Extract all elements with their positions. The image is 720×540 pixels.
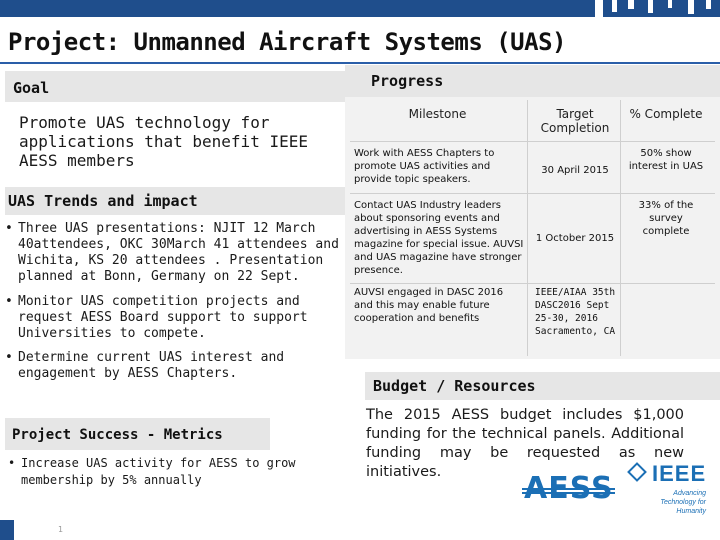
budget-heading: Budget / Resources — [373, 377, 536, 395]
trends-header-band: UAS Trends and impact — [5, 187, 345, 215]
target-cell: IEEE/AIAA 35th DASC2016 Sept 25-30, 2016… — [535, 287, 616, 337]
column-header-milestone: Milestone — [408, 107, 467, 121]
budget-header-band: Budget / Resources — [365, 372, 720, 400]
metrics-heading: Project Success - Metrics — [12, 427, 223, 443]
trend-bullet-text: Determine current UAS interest and engag… — [18, 350, 285, 381]
slide-number: 1 — [58, 525, 64, 534]
row-divider — [350, 283, 715, 284]
metrics-bullet: • Increase UAS activity for AESS to grow… — [8, 455, 308, 491]
trend-bullet: • Determine current UAS interest and eng… — [5, 350, 350, 386]
goal-text: Promote UAS technology for applications … — [19, 113, 308, 170]
percent-cell: 50% show interest in UAS — [628, 148, 704, 172]
metrics-header-band: Project Success - Metrics — [5, 418, 270, 450]
progress-heading: Progress — [371, 72, 444, 90]
column-divider — [527, 100, 528, 356]
trend-bullet: • Monitor UAS competition projects and r… — [5, 294, 350, 344]
target-cell: 30 April 2015 — [541, 165, 609, 176]
milestone-cell: Contact UAS Industry leaders about spons… — [354, 200, 524, 276]
corner-decoration — [0, 520, 14, 540]
metrics-bullet-text: Increase UAS activity for AESS to grow m… — [21, 456, 296, 487]
trends-heading: UAS Trends and impact — [8, 192, 198, 210]
row-divider — [350, 193, 715, 194]
column-header-target: Target Completion — [540, 107, 610, 135]
goal-heading: Goal — [13, 79, 50, 97]
ieee-tagline: Advancing Technology for Humanity — [660, 490, 706, 515]
logo-area: AESS IEEE Advancing Technology for Human… — [520, 461, 720, 517]
column-header-percent: % Complete — [629, 107, 703, 121]
trend-bullet: • Three UAS presentations: NJIT 12 March… — [5, 221, 350, 289]
ieee-logo-text: IEEE — [652, 461, 707, 486]
target-cell: 1 October 2015 — [535, 233, 615, 244]
trend-bullet-text: Monitor UAS competition projects and req… — [18, 294, 308, 341]
top-banner — [0, 0, 720, 17]
goal-header-band: Goal — [5, 71, 345, 102]
trend-bullet-text: Three UAS presentations: NJIT 12 March 4… — [18, 221, 339, 284]
budget-text: The 2015 AESS budget includes $1,000 fun… — [366, 407, 684, 480]
milestone-cell: AUVSI engaged in DASC 2016 and this may … — [354, 287, 504, 324]
slide-title: Project: Unmanned Aircraft Systems (UAS) — [8, 28, 566, 56]
column-divider — [620, 100, 621, 356]
percent-cell: 33% of the survey complete — [638, 200, 694, 237]
progress-header-band: Progress — [345, 65, 720, 97]
aess-logo — [522, 488, 615, 494]
aess-logo-text: AESS — [524, 471, 614, 506]
milestone-cell: Work with AESS Chapters to promote UAS a… — [354, 148, 495, 185]
title-rule — [0, 62, 720, 64]
row-divider — [350, 141, 715, 142]
progress-table — [345, 97, 720, 359]
